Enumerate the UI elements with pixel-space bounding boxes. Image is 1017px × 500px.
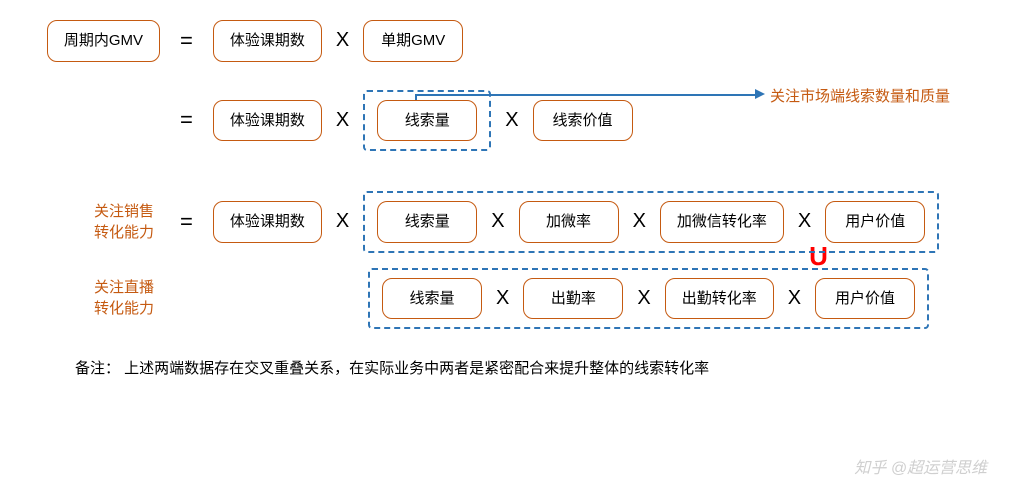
op-r2-0: X: [322, 109, 363, 132]
term-r2-1: 线索量: [377, 100, 477, 142]
dashed-sales-group: 线索量 X 加微率 X 加微信转化率 X 用户价值: [363, 191, 939, 253]
equation-row-2: = 体验课期数 X 线索量 X 线索价值: [25, 90, 992, 152]
term-r2-2: 线索价值: [533, 100, 633, 142]
term-r4-3: 用户价值: [815, 278, 915, 320]
equation-row-4: 关注直播 转化能力 线索量 X 出勤率 X 出勤转化率 X 用户价值: [25, 268, 992, 330]
op-r4-2: X: [774, 287, 815, 310]
term-r1-1: 单期GMV: [363, 20, 463, 62]
op-r2-1: X: [491, 109, 532, 132]
term-r3-prefix: 体验课期数: [213, 201, 322, 243]
dashed-leads: 线索量: [363, 90, 491, 152]
term-r3-3: 用户价值: [825, 201, 925, 243]
op-r3-1: X: [619, 210, 660, 233]
equation-row-3: 关注销售 转化能力 = 体验课期数 X 线索量 X 加微率 X 加微信转化率 X…: [25, 191, 992, 253]
op-r3-2: X: [784, 210, 825, 233]
watermark: 知乎 @超运营思维: [854, 454, 987, 478]
term-r3-0: 线索量: [377, 201, 477, 243]
term-r4-1: 出勤率: [523, 278, 623, 320]
equals-2: =: [160, 107, 213, 133]
term-r3-1: 加微率: [519, 201, 619, 243]
equation-row-1: 周期内GMV = 体验课期数 X 单期GMV: [25, 20, 992, 62]
term-r2-0: 体验课期数: [213, 100, 322, 142]
op-r1-0: X: [322, 29, 363, 52]
op-r3-0: X: [477, 210, 518, 233]
lhs-box-gmv: 周期内GMV: [47, 20, 160, 62]
op-r3-prefix: X: [322, 210, 363, 233]
term-r1-0: 体验课期数: [213, 20, 322, 62]
lhs-sales: 关注销售 转化能力: [94, 201, 160, 243]
term-r3-2: 加微信转化率: [660, 201, 784, 243]
lhs-live: 关注直播 转化能力: [94, 277, 160, 319]
dashed-live-group: 线索量 X 出勤率 X 出勤转化率 X 用户价值: [368, 268, 929, 330]
term-r4-0: 线索量: [382, 278, 482, 320]
footnote: 备注： 上述两端数据存在交叉重叠关系，在实际业务中两者是紧密配合来提升整体的线索…: [25, 357, 992, 378]
op-r4-1: X: [623, 287, 664, 310]
term-r4-2: 出勤转化率: [665, 278, 774, 320]
equals-1: =: [160, 28, 213, 54]
op-r4-0: X: [482, 287, 523, 310]
equals-3: =: [160, 209, 213, 235]
